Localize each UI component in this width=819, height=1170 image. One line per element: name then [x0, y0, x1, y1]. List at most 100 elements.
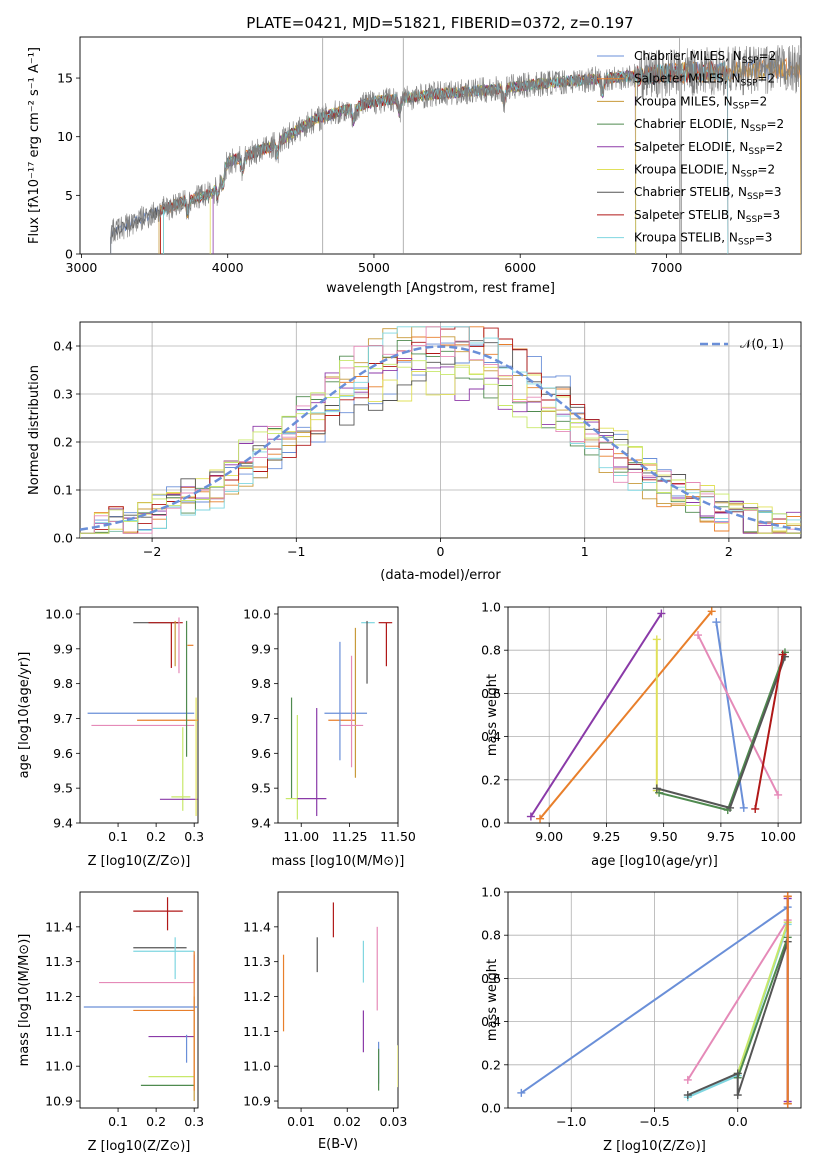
- age_vs_Z-ytick-label: 9.4: [53, 816, 73, 831]
- weight_vs_Z-series: [733, 918, 792, 1078]
- age_vs_Z-ytick-label: 9.5: [53, 781, 73, 796]
- spectrum-lines: [110, 38, 801, 254]
- weight_vs_Z-ytick-label: 0.6: [481, 971, 501, 986]
- age_vs_mass-ytick-label: 10.0: [243, 606, 271, 621]
- mass_vs_Z-xtick-label: 0.1: [108, 1114, 128, 1129]
- mass_vs_EBV-ytick-label: 11.1: [243, 1024, 271, 1039]
- weight_vs_age-series: [526, 609, 666, 821]
- weight_vs_age-ytick-label: 0.8: [481, 643, 501, 658]
- spectrum-ytick-label: 10: [57, 129, 73, 144]
- legend-entry: 𝒩(0, 1): [740, 337, 784, 351]
- age_vs_Z-xtick-label: 0.2: [146, 829, 166, 844]
- spectrum-xtick-label: 3000: [66, 260, 98, 275]
- residual-histogram: [80, 360, 801, 538]
- mass_vs_EBV-xtick-label: 0.03: [379, 1114, 407, 1129]
- age_vs_mass-ytick-label: 9.6: [251, 746, 271, 761]
- legend-entry: Kroupa MILES, NSSP=2: [634, 94, 767, 111]
- age_vs_mass-ytick-label: 9.9: [251, 641, 271, 656]
- weight_vs_Z-ytick-label: 1.0: [481, 885, 501, 900]
- legend-entry: Salpeter MILES, NSSP=2: [634, 72, 775, 89]
- legend-entry: Kroupa ELODIE, NSSP=2: [634, 163, 775, 180]
- weight_vs_Z-ytick-label: 0.4: [481, 1014, 501, 1029]
- age-vs-mass-xlabel: mass [log10(M/M⊙)]: [272, 854, 405, 869]
- age_vs_Z-ytick-label: 9.8: [53, 676, 73, 691]
- legend-entry: Salpeter ELODIE, NSSP=2: [634, 140, 783, 157]
- legend-entry: Chabrier STELIB, NSSP=3: [634, 185, 782, 202]
- residuals-ytick-label: 0.0: [53, 531, 73, 546]
- weight_vs_age-series: [536, 607, 716, 823]
- weight_vs_age-xtick-label: 9.50: [650, 829, 678, 844]
- mass-vs-Z-xlabel: Z [log10(Z/Z⊙)]: [88, 1139, 191, 1154]
- weight_vs_Z-ytick-label: 0.0: [481, 1101, 501, 1116]
- weight_vs_Z-series: [683, 937, 792, 1100]
- age-vs-Z-ylabel: age [log10(age/yr)]: [17, 652, 32, 779]
- mass_vs_EBV-ytick-label: 11.2: [243, 989, 271, 1004]
- mass_vs_EBV-xtick-label: 0.01: [287, 1114, 315, 1129]
- residuals-xtick-label: 2: [725, 544, 733, 559]
- weight_vs_age-xtick-label: 9.75: [707, 829, 735, 844]
- mass_vs_Z-point: [133, 937, 195, 980]
- weight_vs_Z-xtick-label: 0.0: [728, 1114, 748, 1129]
- weight_vs_age-frame: [507, 606, 802, 824]
- age_vs_mass-ytick-label: 9.8: [251, 676, 271, 691]
- weight_vs_age-ytick-label: 1.0: [481, 600, 501, 615]
- spectrum-ytick-label: 0: [65, 247, 73, 262]
- age_vs_mass-errorbars: [285, 620, 393, 820]
- weight_vs_age-series: [693, 631, 783, 799]
- weight_vs_Z-ylabel: mass weight: [485, 959, 500, 1041]
- mass-vs-Z-ylabel: mass [log10(M/M⊙)]: [17, 934, 32, 1067]
- spectrum-ytick-label: 15: [57, 71, 73, 86]
- residuals-ytick-label: 0.1: [53, 483, 73, 498]
- legend-entry: Salpeter STELIB, NSSP=3: [634, 208, 780, 225]
- age_vs_Z-errorbars: [87, 617, 198, 817]
- figure-title: PLATE=0421, MJD=51821, FIBERID=0372, z=0…: [246, 14, 633, 32]
- weight_vs_Z-xlabel: Z [log10(Z/Z⊙)]: [603, 1139, 706, 1154]
- age-vs-Z-xlabel: Z [log10(Z/Z⊙)]: [88, 854, 191, 869]
- residual-histograms: [80, 326, 801, 538]
- weight_vs_age-xlabel: age [log10(age/yr)]: [591, 854, 718, 869]
- weight_vs_Z-lines: [517, 892, 792, 1108]
- age_vs_Z-ytick-label: 10.0: [45, 606, 73, 621]
- age_vs_Z-axes: 0.1 0.2 0.3 9.4 9.5 9.6 9.7 9.8 9.9 10.0: [45, 606, 204, 844]
- age_vs_Z-frame: [79, 606, 199, 824]
- age_vs_Z-xtick-label: 0.1: [108, 829, 128, 844]
- mass_vs_Z-point: [133, 897, 183, 931]
- weight_vs_age-xtick-label: 10.00: [760, 829, 796, 844]
- spectrum-xtick-label: 6000: [504, 260, 536, 275]
- residuals-xtick-label: 1: [581, 544, 589, 559]
- mass_vs_Z-xtick-label: 0.2: [146, 1114, 166, 1129]
- mass_vs_EBV-ytick-label: 11.3: [243, 954, 271, 969]
- residuals-legend: 𝒩(0, 1): [700, 337, 784, 351]
- mass_vs_Z-ytick-label: 11.2: [45, 989, 73, 1004]
- age_vs_mass-point: [297, 708, 327, 817]
- mass_vs_EBV-xtick-label: 0.02: [333, 1114, 361, 1129]
- age_vs_Z-xtick-label: 0.3: [184, 829, 204, 844]
- spectrum-ytick-label: 5: [65, 188, 73, 203]
- mass_vs_Z-axes: 0.1 0.2 0.3 10.9 11.0 11.1 11.2 11.3 11.4: [45, 891, 204, 1129]
- gaussian-curve: [80, 345, 801, 531]
- legend-entry: Kroupa STELIB, NSSP=3: [634, 231, 772, 248]
- mass_vs_Z-ytick-label: 10.9: [45, 1094, 73, 1109]
- mass_vs_EBV-ytick-label: 11.4: [243, 919, 271, 934]
- mass_vs_EBV-ytick-label: 10.9: [243, 1094, 271, 1109]
- weight_vs_age-series: [712, 618, 748, 812]
- mass_vs_Z-ytick-label: 11.0: [45, 1059, 73, 1074]
- residuals-axes: −2 −1 0 1 2 0.0 0.1 0.2 0.3 0.4: [53, 321, 802, 559]
- mass_vs_Z-ytick-label: 11.4: [45, 919, 73, 934]
- age_vs_mass-frame: [277, 606, 399, 824]
- residuals-xtick-label: −2: [143, 544, 161, 559]
- age_vs_mass-ytick-label: 9.4: [251, 816, 271, 831]
- mass_vs_Z-ytick-label: 11.3: [45, 954, 73, 969]
- weight_vs_age-series: [652, 635, 661, 795]
- mass_vs_Z-errorbars: [83, 897, 198, 1102]
- age_vs_mass-xtick-label: 11.00: [283, 829, 319, 844]
- mass_vs_Z-point: [99, 954, 195, 984]
- age_vs_mass-point: [378, 622, 393, 667]
- observed-spectrum: [110, 45, 801, 254]
- residual-histogram: [80, 326, 801, 538]
- weight_vs_age-ylabel: mass weight: [485, 674, 500, 756]
- residuals-xlabel: (data-model)/error: [380, 568, 501, 583]
- spectrum-axes: 3000 4000 5000 6000 7000 0 5 10 15: [57, 36, 802, 275]
- weight_vs_age-series: [751, 650, 787, 813]
